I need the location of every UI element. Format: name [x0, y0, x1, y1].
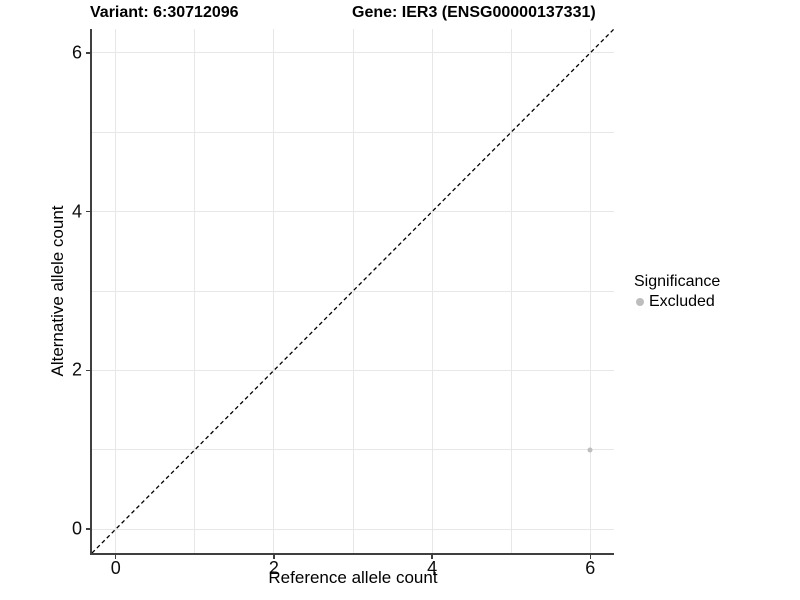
y-axis-line	[90, 29, 92, 555]
legend-title: Significance	[634, 273, 721, 290]
plot-panel	[91, 28, 615, 554]
gridline-y-1	[92, 449, 614, 451]
identity-line	[91, 28, 615, 554]
x-axis-line	[90, 553, 614, 555]
gridline-y-4	[92, 211, 614, 213]
x-axis-title: Reference allele count	[268, 568, 438, 587]
y-tick-label-2: 2	[71, 359, 82, 380]
y-tick-6	[86, 52, 90, 54]
y-axis-title: Alternative allele count	[48, 205, 67, 377]
y-tick-label-0: 0	[71, 518, 82, 539]
gridline-y-0	[92, 528, 614, 530]
gridline-y-6	[92, 52, 614, 54]
gene-title: Gene: IER3 (ENSG00000137331)	[352, 4, 596, 21]
gridline-y-5	[92, 131, 614, 133]
legend-item-label: Excluded	[649, 293, 715, 310]
variant-title: Variant: 6:30712096	[90, 4, 239, 21]
y-tick-2	[86, 369, 90, 372]
legend: Significance Excluded	[632, 273, 720, 311]
data-point-6-1	[587, 447, 593, 453]
x-tick-4	[431, 555, 433, 559]
x-tick-6	[589, 555, 592, 559]
legend-item-excluded: Excluded	[632, 293, 720, 311]
x-tick-0	[114, 555, 117, 559]
gridline-y-2	[92, 369, 614, 371]
y-tick-label-4: 4	[71, 201, 82, 222]
legend-point-icon	[636, 298, 644, 306]
x-tick-label-0: 0	[110, 558, 121, 578]
x-tick-2	[273, 555, 275, 559]
y-tick-0	[86, 528, 90, 530]
gridline-y-3	[92, 290, 614, 292]
x-tick-label-2: 2	[268, 558, 279, 578]
x-tick-label-6: 6	[585, 558, 596, 578]
y-tick-label-6: 6	[71, 42, 82, 63]
y-tick-4	[86, 210, 90, 213]
x-tick-label-4: 4	[427, 558, 438, 578]
